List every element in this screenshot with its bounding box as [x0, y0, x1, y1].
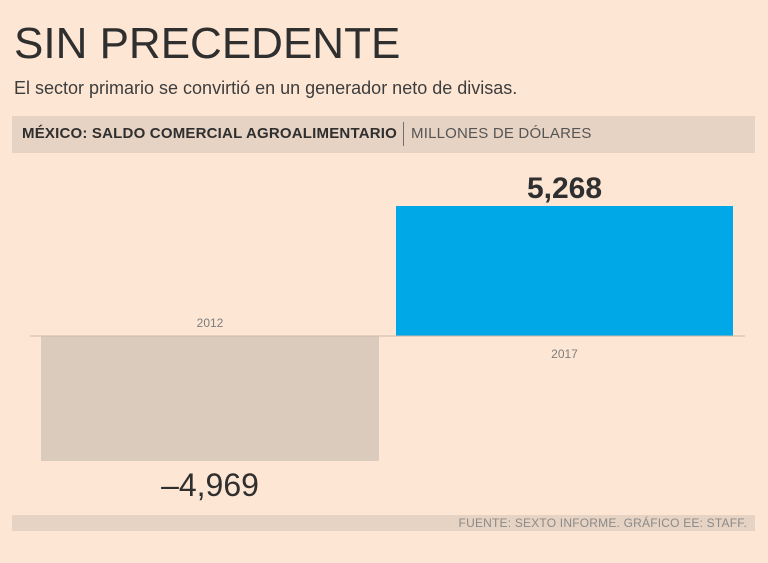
chart-header-title: MÉXICO: SALDO COMERCIAL AGROALIMENTARIO — [22, 125, 398, 142]
chart-unit-label: MILLONES DE DÓLARES — [411, 125, 592, 142]
bar-2017 — [396, 206, 733, 336]
chart-title: SIN PRECEDENTE — [14, 19, 401, 68]
header-divider — [403, 122, 404, 146]
source-note: FUENTE: SEXTO INFORME. GRÁFICO EE: STAFF… — [458, 516, 747, 530]
category-label-2012: 2012 — [197, 316, 224, 330]
chart-labels: 2012 –4,969 2017 5,268 — [161, 172, 602, 503]
chart-subtitle: El sector primario se convirtió en un ge… — [14, 78, 518, 98]
value-label-2017: 5,268 — [527, 172, 602, 205]
bar-series — [41, 206, 733, 461]
bar-2012 — [41, 336, 379, 461]
source-band: FUENTE: SEXTO INFORME. GRÁFICO EE: STAFF… — [12, 515, 755, 531]
chart-header-band: MÉXICO: SALDO COMERCIAL AGROALIMENTARIO … — [12, 116, 755, 153]
value-label-2012: –4,969 — [161, 467, 259, 503]
category-label-2017: 2017 — [551, 347, 578, 361]
